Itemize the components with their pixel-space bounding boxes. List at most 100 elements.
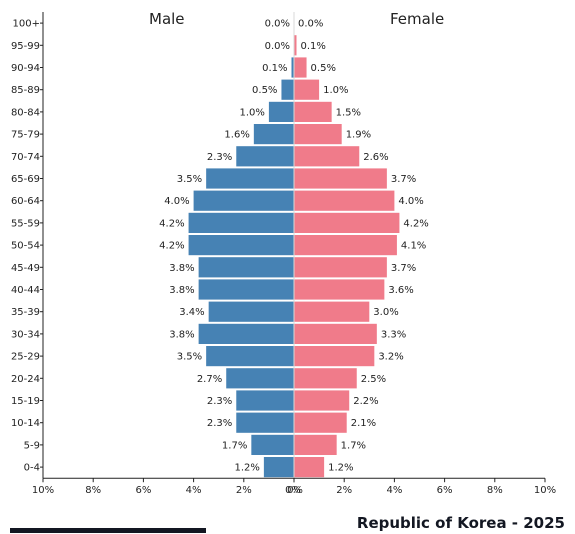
bar-female-35-39	[294, 301, 370, 322]
label-male-90-94: 0.1%	[262, 63, 287, 74]
bar-male-45-49	[198, 257, 294, 278]
label-female-75-79: 1.9%	[346, 130, 371, 141]
label-female-85-89: 1.0%	[323, 85, 348, 96]
bar-male-70-74	[236, 146, 294, 167]
label-female-5-9: 1.7%	[341, 440, 366, 451]
label-male-40-44: 3.8%	[169, 285, 194, 296]
label-female-30-34: 3.3%	[381, 329, 406, 340]
x-axis: 10% 8% 6% 4% 2% 0%0% 2% 4% 6% 8% 10%	[32, 477, 556, 496]
y-tick-label-45-49: 45-49	[11, 263, 40, 274]
bar-female-0-4	[294, 457, 325, 478]
x-tick-label-left-8: 8%	[85, 485, 101, 496]
y-tick-label-80-84: 80-84	[11, 107, 40, 118]
label-male-30-34: 3.8%	[169, 329, 194, 340]
chart-title: Republic of Korea - 2025	[356, 514, 565, 532]
y-tick-label-100+: 100+	[13, 19, 40, 30]
bar-female-85-89	[294, 79, 320, 100]
y-tick-label-70-74: 70-74	[11, 152, 40, 163]
label-female-65-69: 3.7%	[391, 174, 416, 185]
x-tick-label-left-0: 0%	[285, 485, 301, 496]
bar-female-65-69	[294, 168, 387, 189]
bar-female-45-49	[294, 257, 387, 278]
bar-male-55-59	[188, 212, 294, 233]
x-tick-label-right-8: 8%	[487, 485, 503, 496]
bar-male-40-44	[198, 279, 294, 300]
label-male-15-19: 2.3%	[207, 396, 232, 407]
bar-male-75-79	[253, 124, 294, 145]
bar-female-40-44	[294, 279, 385, 300]
y-tick-label-95-99: 95-99	[11, 41, 40, 52]
y-tick-label-90-94: 90-94	[11, 63, 40, 74]
bar-female-50-54	[294, 235, 397, 256]
label-female-80-84: 1.5%	[336, 107, 361, 118]
label-male-75-79: 1.6%	[224, 130, 249, 141]
x-tick-label-right-6: 6%	[437, 485, 453, 496]
label-female-20-24: 2.5%	[361, 374, 386, 385]
male-series-label: Male	[149, 10, 185, 28]
bar-male-60-64	[193, 190, 294, 211]
bar-female-10-14	[294, 412, 347, 433]
label-female-15-19: 2.2%	[353, 396, 378, 407]
label-female-45-49: 3.7%	[391, 263, 416, 274]
bar-male-20-24	[226, 368, 294, 389]
bar-female-15-19	[294, 390, 350, 411]
bar-male-90-94	[291, 57, 294, 78]
bar-female-80-84	[294, 101, 332, 122]
label-female-95-99: 0.1%	[301, 41, 326, 52]
bar-male-50-54	[188, 235, 294, 256]
value-labels-group: 1.2% 1.2% 1.7% 1.7% 2.3% 2.1% 2.3% 2.2% 2.7% 2.5%…	[159, 19, 429, 474]
label-female-90-94: 0.5%	[311, 63, 336, 74]
y-tick-label-30-34: 30-34	[11, 329, 40, 340]
label-male-45-49: 3.8%	[169, 263, 194, 274]
bar-male-15-19	[236, 390, 294, 411]
bar-female-30-34	[294, 323, 377, 344]
label-female-60-64: 4.0%	[398, 196, 423, 207]
bar-female-55-59	[294, 212, 400, 233]
y-tick-label-10-14: 10-14	[11, 418, 40, 429]
female-series-label: Female	[390, 10, 445, 28]
y-tick-label-25-29: 25-29	[11, 352, 40, 363]
bar-male-80-84	[268, 101, 294, 122]
y-tick-label-50-54: 50-54	[11, 241, 40, 252]
label-male-55-59: 4.2%	[159, 218, 184, 229]
y-tick-label-60-64: 60-64	[11, 196, 40, 207]
bar-male-30-34	[198, 323, 294, 344]
label-male-10-14: 2.3%	[207, 418, 232, 429]
x-tick-label-left-4: 4%	[186, 485, 202, 496]
label-male-50-54: 4.2%	[159, 241, 184, 252]
y-tick-label-0-4: 0-4	[24, 463, 40, 474]
label-male-65-69: 3.5%	[177, 174, 202, 185]
label-female-100+: 0.0%	[298, 19, 323, 30]
bar-female-90-94	[294, 57, 307, 78]
label-female-25-29: 3.2%	[378, 352, 403, 363]
y-tick-label-75-79: 75-79	[11, 130, 40, 141]
y-tick-label-5-9: 5-9	[24, 440, 40, 451]
y-tick-label-35-39: 35-39	[11, 307, 40, 318]
label-female-40-44: 3.6%	[388, 285, 413, 296]
label-male-35-39: 3.4%	[179, 307, 204, 318]
label-male-0-4: 1.2%	[234, 463, 259, 474]
bar-female-25-29	[294, 346, 375, 367]
x-tick-label-left-10: 10%	[32, 485, 54, 496]
footer-bar	[10, 528, 206, 533]
label-female-55-59: 4.2%	[403, 218, 428, 229]
bar-female-5-9	[294, 434, 337, 455]
label-male-20-24: 2.7%	[197, 374, 222, 385]
label-female-70-74: 2.6%	[363, 152, 388, 163]
bar-female-75-79	[294, 124, 342, 145]
label-female-0-4: 1.2%	[328, 463, 353, 474]
y-axis: 0-4 5-9 10-14 15-19 20-24 25-29 30-34 35-39 40-4…	[11, 12, 44, 479]
bar-female-70-74	[294, 146, 360, 167]
bar-male-35-39	[208, 301, 294, 322]
label-male-85-89: 0.5%	[252, 85, 277, 96]
bar-male-5-9	[251, 434, 294, 455]
label-female-50-54: 4.1%	[401, 241, 426, 252]
bar-female-95-99	[294, 35, 297, 56]
x-tick-label-left-6: 6%	[135, 485, 151, 496]
x-tick-label-right-2: 2%	[336, 485, 352, 496]
bar-male-0-4	[263, 457, 294, 478]
label-male-60-64: 4.0%	[164, 196, 189, 207]
label-male-80-84: 1.0%	[239, 107, 264, 118]
label-male-100+: 0.0%	[265, 19, 290, 30]
